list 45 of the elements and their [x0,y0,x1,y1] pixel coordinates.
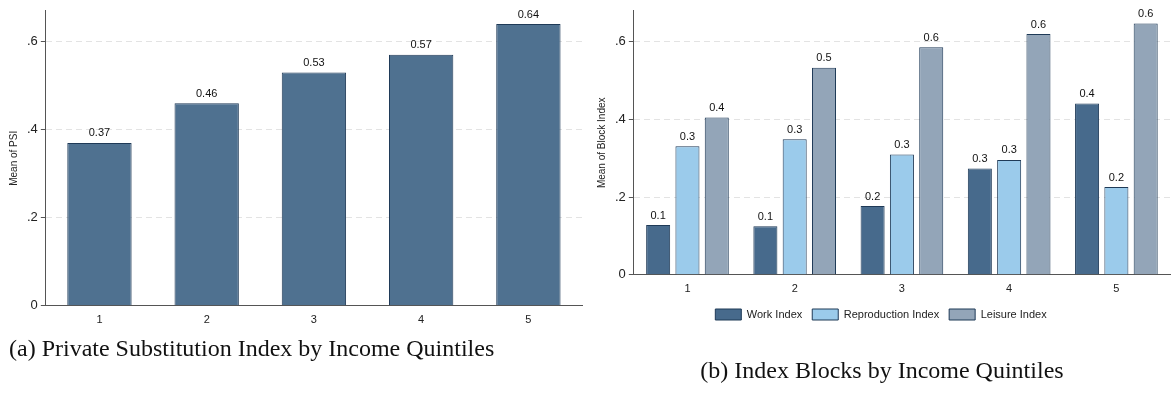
y-tick-label: 0 [30,297,38,313]
y-axis-title: Mean of Block Index [595,97,607,189]
data-label: 0.57 [410,38,432,51]
data-label: 0.46 [195,86,218,99]
y-tick-label: 0 [618,266,626,282]
x-tick-label: 2 [791,282,798,295]
text: (b) Index Blocks by Income Quintiles [699,356,1065,385]
y-tick-label: .6 [615,33,626,49]
y-tick-label: .6 [27,33,38,49]
x-tick-label: 2 [203,313,210,326]
data-label: 0.1 [650,208,666,221]
data-label: 0.3 [894,137,910,150]
y-tick-label: .4 [27,121,38,137]
data-label: 0.2 [864,189,881,202]
data-label: 0.3 [787,122,803,135]
data-label: 0.6 [1030,17,1047,30]
data-label: 0.37 [88,126,111,139]
x-tick-label: 3 [898,282,905,295]
data-label: 0.3 [679,129,696,142]
data-label: 0.4 [709,101,725,114]
y-axis-title: Mean of PSI [7,130,19,186]
data-label: 0.64 [517,7,540,20]
legend-label: Work Index [746,307,803,320]
x-tick-label: 4 [1006,282,1013,295]
data-label: 0.5 [816,51,832,64]
legend-label: Reproduction Index [843,307,940,320]
data-label: 0.6 [923,30,939,43]
x-tick-label: 4 [418,313,425,326]
y-tick-label: .2 [615,188,626,204]
data-label: 0.3 [972,151,988,164]
text: (a) Private Substitution Index by Income Quintiles [9,334,496,363]
x-tick-label: 1 [96,313,103,326]
x-tick-label: 1 [684,282,691,295]
y-tick-label: .4 [615,111,626,127]
x-tick-label: 3 [310,313,317,326]
x-tick-label: 5 [1113,282,1120,295]
data-label: 0.4 [1079,87,1095,100]
data-label: 0.6 [1138,7,1154,20]
y-tick-label: .2 [27,209,38,225]
legend-label: Leisure Index [980,307,1048,320]
data-label: 0.53 [303,55,325,68]
data-label: 0.2 [1108,170,1125,183]
data-label: 0.3 [1001,143,1017,156]
data-label: 0.1 [757,209,774,222]
x-tick-label: 5 [525,313,532,326]
